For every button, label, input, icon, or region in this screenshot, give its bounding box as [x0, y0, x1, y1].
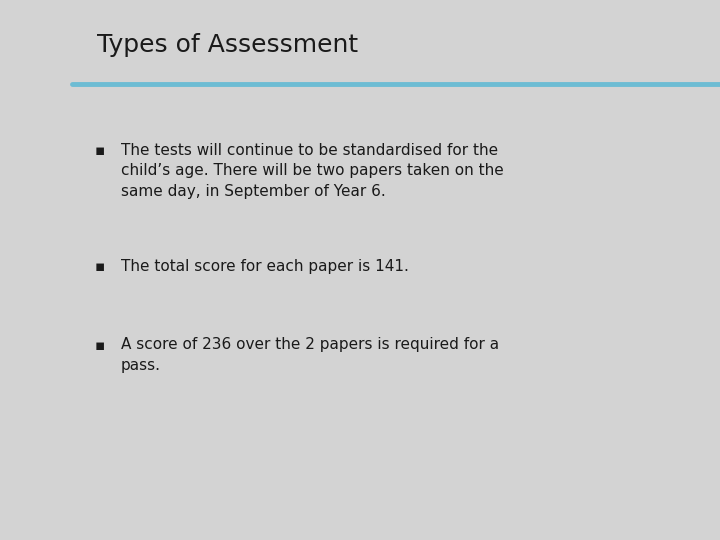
Text: A score of 236 over the 2 papers is required for a
pass.: A score of 236 over the 2 papers is requ… [121, 338, 499, 373]
Text: ▪: ▪ [95, 338, 105, 353]
Text: The tests will continue to be standardised for the
child’s age. There will be tw: The tests will continue to be standardis… [121, 143, 504, 199]
Text: ▪: ▪ [95, 143, 105, 158]
Text: Types of Assessment: Types of Assessment [97, 33, 359, 57]
Text: ▪: ▪ [95, 259, 105, 274]
Text: The total score for each paper is 141.: The total score for each paper is 141. [121, 259, 409, 274]
